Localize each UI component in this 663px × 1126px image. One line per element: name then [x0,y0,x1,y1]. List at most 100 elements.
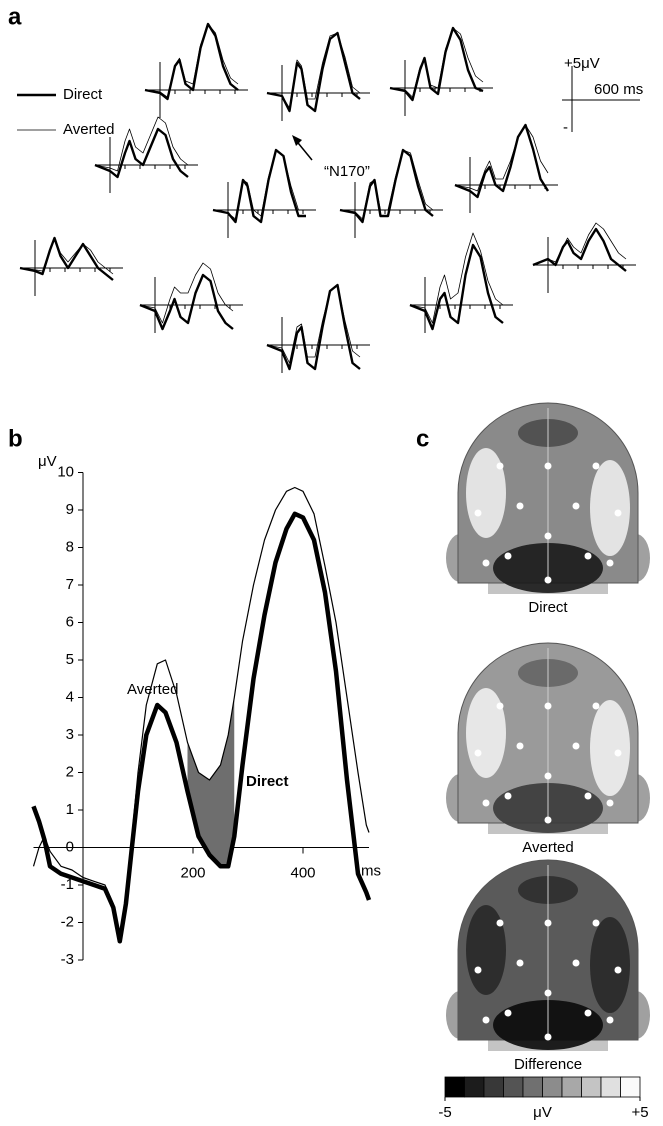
contour [466,905,506,995]
colorbar-cell [504,1077,524,1097]
electrode [573,503,580,510]
electrode [545,463,552,470]
difference-area [188,698,235,867]
electrode [585,553,592,560]
page: { "panel_labels": ["a", "b", "c"], "pane… [0,0,663,1126]
series-label: Direct [246,773,289,790]
x-tick-label: 200 [180,864,205,881]
colorbar-cell [621,1077,641,1097]
electrode [615,967,622,974]
electrode [505,553,512,560]
electrode [545,773,552,780]
waveform-direct [390,28,483,100]
electrode [517,743,524,750]
y-axis-label: μV [38,453,57,470]
legend-label: Averted [63,121,114,138]
electrode [545,577,552,584]
electrode [517,960,524,967]
electrode [573,960,580,967]
figure: a b c DirectAverted+5μV600 ms-“N170”μVms… [0,0,663,1126]
colorbar-tick-label: +5 [631,1104,648,1121]
y-tick-label: 2 [66,763,74,780]
electrode [475,967,482,974]
colorbar-cell [601,1077,621,1097]
scale-duration: 600 ms [594,81,643,98]
electrode [607,800,614,807]
y-tick-label: 4 [66,688,74,705]
colorbar-cell [543,1077,563,1097]
waveform-direct [267,285,360,369]
panel-letter: b [8,425,23,452]
waveform-averted [145,24,238,97]
colorbar-cell [582,1077,602,1097]
electrode [517,503,524,510]
y-tick-label: 5 [66,651,74,668]
electrode [607,1017,614,1024]
electrode [593,703,600,710]
y-tick-label: 0 [66,838,74,855]
electrode [505,1010,512,1017]
map-label: Averted [522,839,573,856]
electrode [545,533,552,540]
colorbar-tick-label: -5 [438,1104,451,1121]
colorbar-cell [562,1077,582,1097]
electrode [573,743,580,750]
waveform-direct [455,125,548,197]
electrode [475,510,482,517]
arrow-head [292,135,302,146]
y-tick-label: 1 [66,801,74,818]
scale-negative: - [563,119,568,136]
electrode [497,463,504,470]
contour [466,448,506,538]
waveform-averted [213,150,306,219]
electrode [545,990,552,997]
map-label: Direct [528,599,568,616]
colorbar-cell [465,1077,485,1097]
waveform-averted [390,28,483,97]
y-tick-label: 3 [66,726,74,743]
colorbar-cell [484,1077,504,1097]
y-tick-label: 7 [66,576,74,593]
colorbar-unit: μV [533,1104,552,1121]
map-label: Difference [514,1056,582,1073]
electrode [483,1017,490,1024]
electrode [615,750,622,757]
contour [590,460,630,556]
electrode [483,800,490,807]
legend-label: Direct [63,86,103,103]
waveform-direct [140,275,233,329]
annotation: “N170” [324,163,370,180]
waveform-direct [340,150,433,222]
electrode [545,1034,552,1041]
waveform-direct [20,238,113,280]
series-label: Averted [127,681,178,698]
contour [590,700,630,796]
scale-amplitude: +5μV [564,55,600,72]
colorbar-cell [523,1077,543,1097]
electrode [585,1010,592,1017]
electrode [593,920,600,927]
electrode [585,793,592,800]
y-tick-label: 10 [57,463,74,480]
electrode [483,560,490,567]
y-tick-label: -3 [61,951,74,968]
electrode [497,703,504,710]
electrode [545,703,552,710]
electrode [497,920,504,927]
electrode [505,793,512,800]
contour [466,688,506,778]
electrode [545,817,552,824]
y-tick-label: -2 [61,913,74,930]
waveform-direct [410,245,503,329]
x-axis-label: ms [361,862,381,879]
waveform-averted [340,150,433,219]
waveform-direct [213,150,306,222]
electrode [607,560,614,567]
contour [590,917,630,1013]
electrode [593,463,600,470]
panel-letter: c [416,425,429,452]
y-tick-label: 6 [66,613,74,630]
y-tick-label: 9 [66,501,74,518]
colorbar-cell [445,1077,465,1097]
electrode [545,920,552,927]
